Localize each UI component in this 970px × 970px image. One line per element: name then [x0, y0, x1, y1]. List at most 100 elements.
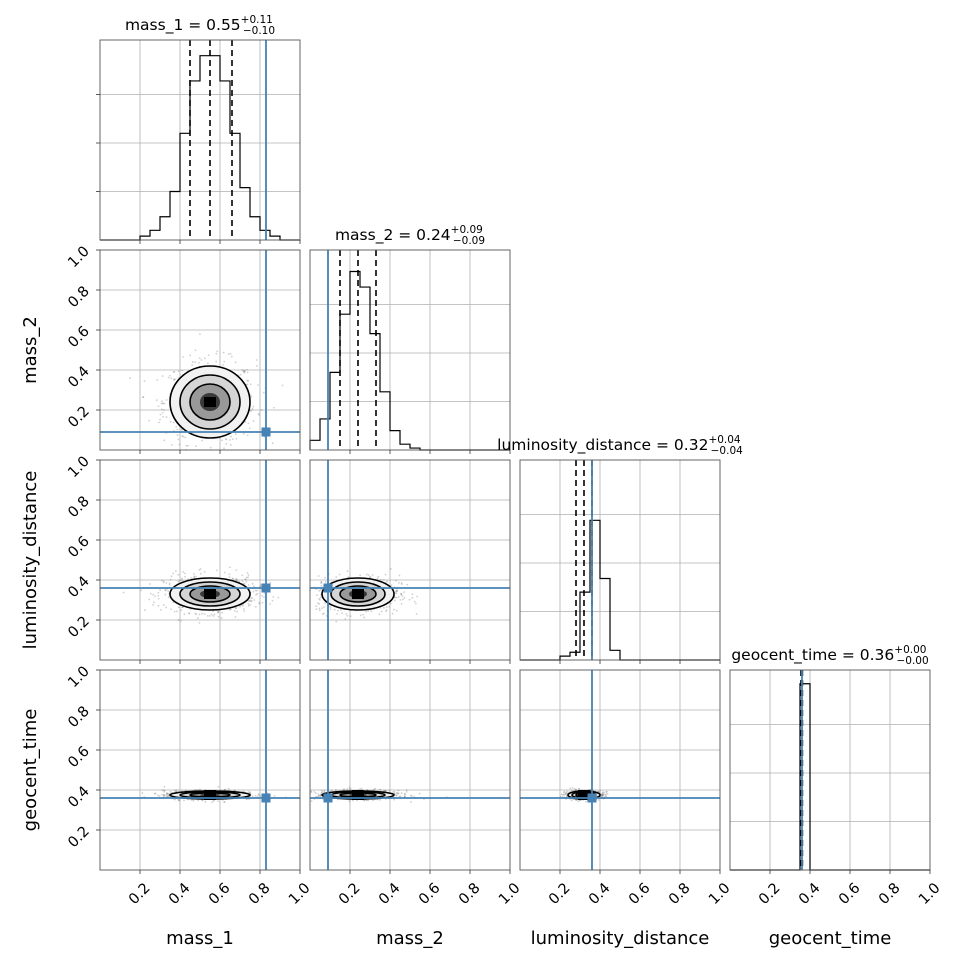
sample-point	[253, 599, 256, 601]
sample-point	[166, 792, 169, 795]
sample-point	[255, 359, 258, 361]
sample-point	[408, 598, 411, 601]
sample-point	[178, 799, 181, 802]
sample-point	[187, 578, 189, 581]
sample-point	[169, 578, 172, 581]
sample-point	[257, 384, 259, 386]
sample-point	[248, 427, 251, 430]
sample-point	[249, 791, 252, 794]
sample-point	[319, 596, 322, 599]
sample-point	[400, 792, 403, 794]
sample-point	[247, 602, 250, 605]
sample-point	[198, 569, 201, 571]
y-tick-label: 1.0	[65, 244, 93, 272]
x-tick-label: 0.2	[756, 880, 784, 908]
sample-point	[348, 788, 351, 790]
density-peak	[204, 397, 216, 407]
sample-point	[393, 608, 395, 611]
x-tick-label: 0.6	[836, 880, 864, 908]
sample-point	[250, 396, 253, 398]
sample-point	[173, 789, 176, 792]
sample-point	[260, 409, 263, 412]
sample-point	[385, 581, 387, 584]
sample-point	[243, 583, 246, 585]
sample-point	[379, 798, 382, 801]
sample-point	[217, 785, 220, 788]
sample-point	[222, 363, 224, 366]
sample-point	[602, 794, 604, 796]
sample-point	[359, 788, 362, 790]
sample-point	[365, 799, 368, 802]
sample-point	[157, 594, 160, 597]
sample-point	[314, 792, 317, 795]
sample-point	[243, 371, 246, 374]
sample-point	[385, 606, 388, 609]
sample-point	[410, 794, 412, 797]
sample-point	[563, 790, 566, 793]
sample-point	[203, 570, 206, 573]
sample-point	[198, 622, 201, 624]
sample-point	[235, 578, 238, 581]
sample-point	[200, 359, 203, 361]
sample-point	[333, 608, 336, 611]
sample-point	[184, 436, 187, 439]
sample-point	[247, 584, 250, 586]
sample-point	[403, 795, 406, 798]
sample-point	[384, 789, 387, 792]
sample-point	[369, 576, 372, 578]
sample-point	[244, 578, 247, 581]
sample-point	[149, 592, 152, 595]
sample-point	[163, 402, 166, 405]
sample-point	[161, 375, 164, 377]
sample-point	[180, 428, 183, 431]
sample-point	[397, 792, 400, 795]
sample-point	[385, 610, 387, 613]
truth-marker	[323, 793, 333, 803]
sample-point	[167, 376, 170, 379]
sample-point	[597, 799, 600, 801]
sample-point	[158, 795, 161, 798]
sample-point	[220, 617, 223, 619]
sample-point	[605, 790, 608, 793]
sample-point	[360, 787, 363, 790]
sample-point	[362, 613, 364, 616]
sample-point	[315, 608, 318, 610]
x-tick-label: 0.2	[126, 880, 154, 908]
sample-point	[250, 409, 253, 412]
y-tick-label: 0.6	[65, 534, 93, 562]
sample-point	[397, 581, 400, 584]
sample-point	[321, 607, 323, 610]
sample-point	[272, 595, 275, 598]
sample-point	[246, 571, 249, 574]
sample-point	[318, 603, 320, 605]
sample-point	[195, 613, 198, 616]
sample-point	[256, 365, 258, 367]
sample-point	[281, 384, 284, 387]
sample-point	[345, 613, 348, 615]
sample-point	[344, 617, 347, 620]
sample-point	[163, 794, 165, 797]
x-tick-label: 1.0	[706, 880, 734, 908]
sample-point	[338, 573, 341, 576]
sample-point	[165, 581, 168, 584]
sample-point	[256, 592, 259, 595]
sample-point	[246, 371, 249, 374]
sample-point	[152, 593, 155, 596]
sample-point	[163, 790, 166, 793]
sample-point	[162, 794, 165, 797]
sample-point	[159, 608, 162, 611]
sample-point	[397, 789, 400, 792]
sample-point	[161, 400, 164, 403]
sample-point	[570, 799, 573, 802]
sample-point	[389, 602, 392, 605]
sample-point	[242, 608, 245, 610]
sample-point	[230, 355, 233, 358]
hist-panel-geocent_time	[729, 669, 931, 871]
sample-point	[605, 791, 608, 793]
y-tick-label: 0.4	[65, 574, 93, 602]
sample-point	[559, 795, 562, 798]
sample-point	[562, 793, 565, 796]
sample-point	[174, 570, 177, 572]
sample-point	[201, 439, 204, 442]
sample-point	[247, 422, 250, 425]
